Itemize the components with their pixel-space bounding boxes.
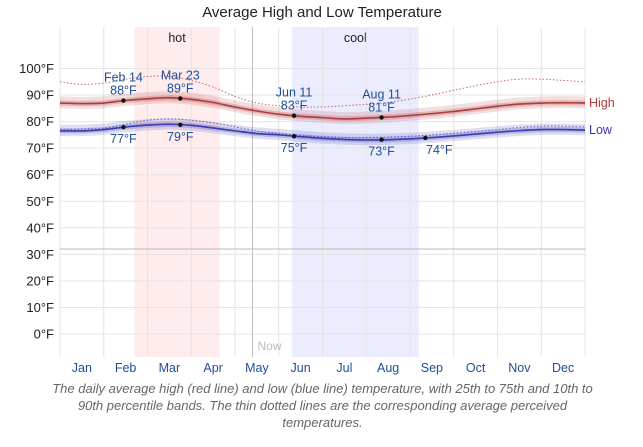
y-tick-label: 30°F [26, 247, 54, 262]
x-tick-label: May [245, 361, 269, 375]
y-tick-label: 0°F [34, 327, 54, 342]
annotation-value-4: 77°F [110, 132, 137, 146]
annotation-value-8: 74°F [426, 143, 453, 157]
annotation-dot-2 [291, 113, 297, 118]
x-tick-label: Jul [336, 361, 352, 375]
perceived-line-low [59, 118, 586, 139]
annotation-date-0: Feb 14 [104, 71, 143, 85]
perceived-temperature-lines [59, 75, 586, 139]
y-tick-label: 100°F [19, 61, 54, 76]
annotation-date-1: Mar 23 [161, 69, 200, 83]
series-line-high [59, 96, 586, 120]
y-tick-label: 90°F [26, 88, 54, 103]
x-axis-ticks: Jan Feb Mar Apr May Jun Jul Aug Sep Oct Nov Dec [72, 361, 574, 375]
annotation-value-1: 89°F [167, 82, 194, 96]
chart-title: Average High and Low Temperature [202, 4, 442, 21]
y-tick-label: 20°F [26, 273, 54, 288]
y-tick-label: 60°F [26, 167, 54, 182]
annotation-value-7: 73°F [368, 145, 395, 159]
band-25-75-high [60, 95, 585, 122]
x-tick-label: Dec [552, 361, 574, 375]
season-band-cool [291, 27, 419, 357]
annotation-dot-5 [178, 122, 183, 127]
annotation-dot-3 [379, 115, 384, 120]
grid-lines: Now [59, 27, 586, 357]
y-axis-ticks: 100°F 90°F 80°F 70°F 60°F 50°F 40°F 30°F 20°F 10°… [19, 61, 54, 342]
season-band-label-hot: hot [168, 31, 186, 45]
annotation-value-0: 88°F [110, 84, 137, 98]
annotation-value-5: 79°F [167, 130, 194, 144]
annotation-date-2: Jun 11 [276, 86, 313, 100]
annotation-value-2: 83°F [281, 99, 308, 113]
season-band-label-cool: cool [344, 31, 367, 45]
x-tick-label: Sep [421, 361, 443, 375]
perceived-line-high [59, 75, 586, 108]
season-band-hot [134, 27, 220, 357]
x-tick-label: Mar [159, 361, 181, 375]
chart-caption: The daily average high (red line) and lo… [52, 381, 593, 430]
annotation-dot-6 [291, 133, 297, 139]
annotation-dot-8 [423, 135, 428, 141]
annotation-dot-1 [178, 96, 183, 101]
series-labels: High Low [589, 96, 615, 137]
x-tick-label: Jun [291, 361, 311, 375]
series-label-high: High [589, 96, 615, 110]
x-tick-label: Nov [508, 361, 531, 375]
annotation-dot-0 [121, 98, 126, 103]
y-tick-label: 50°F [26, 194, 54, 209]
now-label: Now [258, 339, 282, 353]
annotation-date-3: Aug 11 [362, 87, 401, 101]
x-tick-label: Oct [466, 361, 486, 375]
y-tick-label: 40°F [26, 220, 54, 235]
y-tick-label: 70°F [26, 141, 54, 156]
temperature-chart: Average High and Low Temperature hot cool… [19, 4, 615, 375]
series-lines [59, 96, 586, 141]
x-tick-label: Jan [72, 361, 92, 375]
y-tick-label: 80°F [26, 114, 54, 129]
series-label-low: Low [589, 123, 613, 137]
x-tick-label: Apr [203, 361, 222, 375]
series-line-low [59, 123, 586, 141]
shaded-season-bands: hot cool [134, 27, 419, 357]
annotation-dot-4 [121, 124, 126, 130]
annotation-dot-7 [379, 137, 384, 142]
annotation-value-3: 81°F [368, 100, 395, 114]
band-25-75-low [60, 121, 585, 143]
x-tick-label: Aug [377, 361, 399, 375]
x-tick-label: Feb [115, 361, 137, 375]
y-tick-label: 10°F [26, 300, 54, 315]
annotation-value-6: 75°F [281, 141, 308, 155]
